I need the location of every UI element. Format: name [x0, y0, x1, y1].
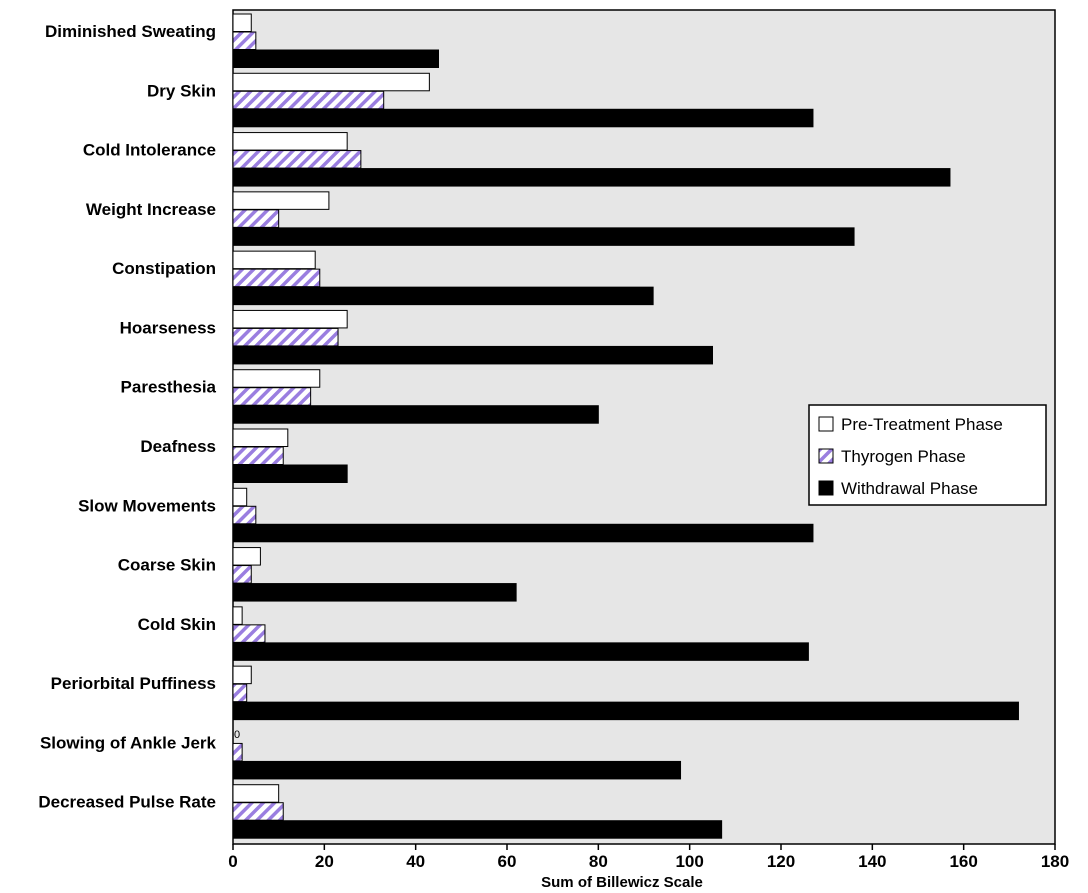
bar-thyrogen-phase-coarse-skin: [233, 566, 251, 584]
x-tick-label: 20: [315, 852, 334, 871]
bar-thyrogen-phase-cold-intolerance: [233, 151, 361, 169]
category-label: Weight Increase: [86, 200, 216, 219]
category-label: Paresthesia: [121, 378, 217, 397]
data-label: 0: [234, 729, 240, 741]
bar-thyrogen-phase-deafness: [233, 447, 283, 465]
legend-label: Thyrogen Phase: [841, 447, 966, 466]
bar-pre-treatment-phase-paresthesia: [233, 370, 320, 388]
bar-thyrogen-phase-hoarseness: [233, 328, 338, 346]
bar-pre-treatment-phase-cold-intolerance: [233, 133, 347, 151]
bar-withdrawal-phase-decreased-pulse-rate: [233, 821, 722, 839]
category-label: Diminished Sweating: [45, 22, 216, 41]
x-tick-label: 180: [1041, 852, 1069, 871]
bar-pre-treatment-phase-diminished-sweating: [233, 14, 251, 32]
category-label: Cold Skin: [138, 615, 216, 634]
category-label: Hoarseness: [120, 318, 216, 337]
category-label: Coarse Skin: [118, 556, 216, 575]
x-tick-label: 160: [949, 852, 977, 871]
legend-label: Pre-Treatment Phase: [841, 415, 1003, 434]
bar-withdrawal-phase-coarse-skin: [233, 584, 516, 602]
x-tick-label: 40: [406, 852, 425, 871]
bar-withdrawal-phase-hoarseness: [233, 346, 713, 364]
legend-swatch-thyrogen-phase: [819, 449, 833, 463]
category-label: Deafness: [140, 437, 216, 456]
x-axis-title: Sum of Billewicz Scale: [541, 874, 703, 891]
legend-swatch-pre-treatment-phase: [819, 417, 833, 431]
x-tick-label: 0: [228, 852, 237, 871]
bar-pre-treatment-phase-decreased-pulse-rate: [233, 785, 279, 803]
bar-pre-treatment-phase-constipation: [233, 251, 315, 269]
bar-withdrawal-phase-cold-intolerance: [233, 169, 950, 187]
bar-withdrawal-phase-weight-increase: [233, 228, 854, 246]
bar-pre-treatment-phase-slow-movements: [233, 488, 247, 506]
bar-thyrogen-phase-constipation: [233, 269, 320, 287]
x-tick-label: 100: [675, 852, 703, 871]
bar-withdrawal-phase-slow-movements: [233, 524, 813, 542]
x-tick-label: 80: [589, 852, 608, 871]
bar-thyrogen-phase-periorbital-puffiness: [233, 684, 247, 702]
x-tick-label: 60: [498, 852, 517, 871]
bar-thyrogen-phase-diminished-sweating: [233, 32, 256, 50]
bar-withdrawal-phase-deafness: [233, 465, 347, 483]
legend-label: Withdrawal Phase: [841, 479, 978, 498]
bar-thyrogen-phase-weight-increase: [233, 210, 279, 228]
bar-thyrogen-phase-slow-movements: [233, 506, 256, 524]
bar-thyrogen-phase-decreased-pulse-rate: [233, 803, 283, 821]
bar-withdrawal-phase-periorbital-puffiness: [233, 702, 1018, 720]
legend-swatch-withdrawal-phase: [819, 481, 833, 495]
bar-withdrawal-phase-paresthesia: [233, 406, 598, 424]
bar-withdrawal-phase-constipation: [233, 287, 653, 305]
bar-pre-treatment-phase-weight-increase: [233, 192, 329, 210]
category-label: Cold Intolerance: [83, 141, 216, 160]
bar-withdrawal-phase-diminished-sweating: [233, 50, 439, 68]
bar-pre-treatment-phase-cold-skin: [233, 607, 242, 625]
category-label: Dry Skin: [147, 81, 216, 100]
category-label: Constipation: [112, 259, 216, 278]
bar-thyrogen-phase-cold-skin: [233, 625, 265, 643]
category-label: Slowing of Ankle Jerk: [40, 733, 217, 752]
bar-thyrogen-phase-paresthesia: [233, 388, 311, 406]
bar-withdrawal-phase-cold-skin: [233, 643, 808, 661]
bar-pre-treatment-phase-coarse-skin: [233, 548, 260, 566]
bar-pre-treatment-phase-hoarseness: [233, 310, 347, 328]
bar-pre-treatment-phase-dry-skin: [233, 73, 429, 91]
category-label: Slow Movements: [78, 496, 216, 515]
x-tick-label: 120: [767, 852, 795, 871]
bar-pre-treatment-phase-deafness: [233, 429, 288, 447]
bar-withdrawal-phase-dry-skin: [233, 109, 813, 127]
bar-pre-treatment-phase-periorbital-puffiness: [233, 666, 251, 684]
bar-withdrawal-phase-slowing-of-ankle-jerk: [233, 761, 681, 779]
category-label: Periorbital Puffiness: [51, 674, 216, 693]
bar-thyrogen-phase-slowing-of-ankle-jerk: [233, 743, 242, 761]
category-label: Decreased Pulse Rate: [38, 793, 216, 812]
bar-thyrogen-phase-dry-skin: [233, 91, 384, 109]
x-tick-label: 140: [858, 852, 886, 871]
